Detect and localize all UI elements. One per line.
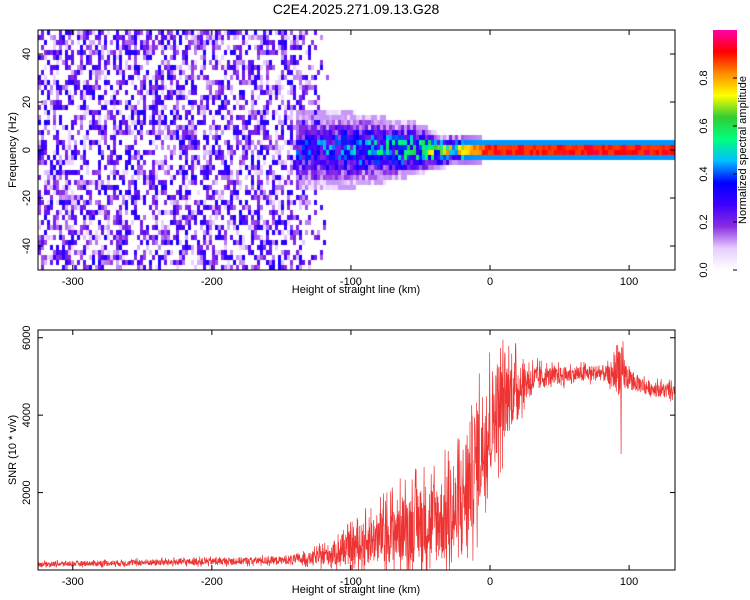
spectrogram-heatmap bbox=[38, 30, 675, 270]
snr-frame bbox=[37, 329, 676, 571]
y-tick-label: 40 bbox=[21, 48, 33, 60]
y-tick-label: 4000 bbox=[21, 403, 33, 427]
x-tick-label: 0 bbox=[487, 576, 493, 588]
x-tick-label: -200 bbox=[201, 576, 223, 588]
colorbar-ticks: 0.0 0.2 0.4 0.6 0.8 bbox=[698, 70, 737, 278]
y-tick-label: 0 bbox=[21, 147, 33, 153]
snr-y-label: SNR (10 * v/v) bbox=[7, 415, 19, 485]
x-tick-label: 0 bbox=[487, 276, 493, 288]
colorbar-tick-label: 0.8 bbox=[698, 70, 710, 85]
spectrogram-y-label: Frequency (Hz) bbox=[7, 112, 19, 188]
spectrogram-x-label: Height of straight line (km) bbox=[292, 284, 420, 296]
colorbar-gradient bbox=[713, 30, 737, 270]
snr-x-ticks: -300 -200 -100 0 100 bbox=[62, 330, 638, 588]
y-tick-label: 6000 bbox=[21, 325, 33, 349]
x-tick-label: -300 bbox=[62, 576, 84, 588]
x-tick-label: -100 bbox=[340, 276, 362, 288]
colorbar-tick-label: 0.0 bbox=[698, 262, 710, 277]
snr-y-ticks: 2000 4000 6000 bbox=[21, 325, 675, 505]
colorbar-tick-label: 0.4 bbox=[698, 166, 710, 181]
colorbar-label: Normalized spectral amplitude bbox=[737, 76, 749, 224]
colorbar: 0.0 0.2 0.4 0.6 0.8 Normalized spectral ampl… bbox=[698, 30, 749, 278]
y-tick-label: 20 bbox=[21, 96, 33, 108]
snr-panel: -300 -200 -100 0 100 2000 4000 6000 Height of … bbox=[7, 325, 676, 596]
figure-title: C2E4.2025.271.09.13.G28 bbox=[273, 1, 440, 17]
y-tick-label: -40 bbox=[21, 238, 33, 254]
x-tick-label: -100 bbox=[340, 576, 362, 588]
colorbar-tick-label: 0.6 bbox=[698, 118, 710, 133]
x-tick-label: 100 bbox=[620, 276, 638, 288]
snr-x-label: Height of straight line (km) bbox=[292, 584, 420, 596]
snr-series-line bbox=[37, 339, 676, 571]
x-tick-label: -300 bbox=[62, 276, 84, 288]
spectrogram-x-ticks: -300 -200 -100 0 100 bbox=[62, 30, 638, 288]
x-tick-label: 100 bbox=[620, 576, 638, 588]
y-tick-label: 2000 bbox=[21, 480, 33, 504]
y-tick-label: -20 bbox=[21, 190, 33, 206]
x-tick-label: -200 bbox=[201, 276, 223, 288]
spectrogram-y-ticks: -40 -20 0 20 40 bbox=[21, 48, 675, 254]
colorbar-tick-label: 0.2 bbox=[698, 214, 710, 229]
